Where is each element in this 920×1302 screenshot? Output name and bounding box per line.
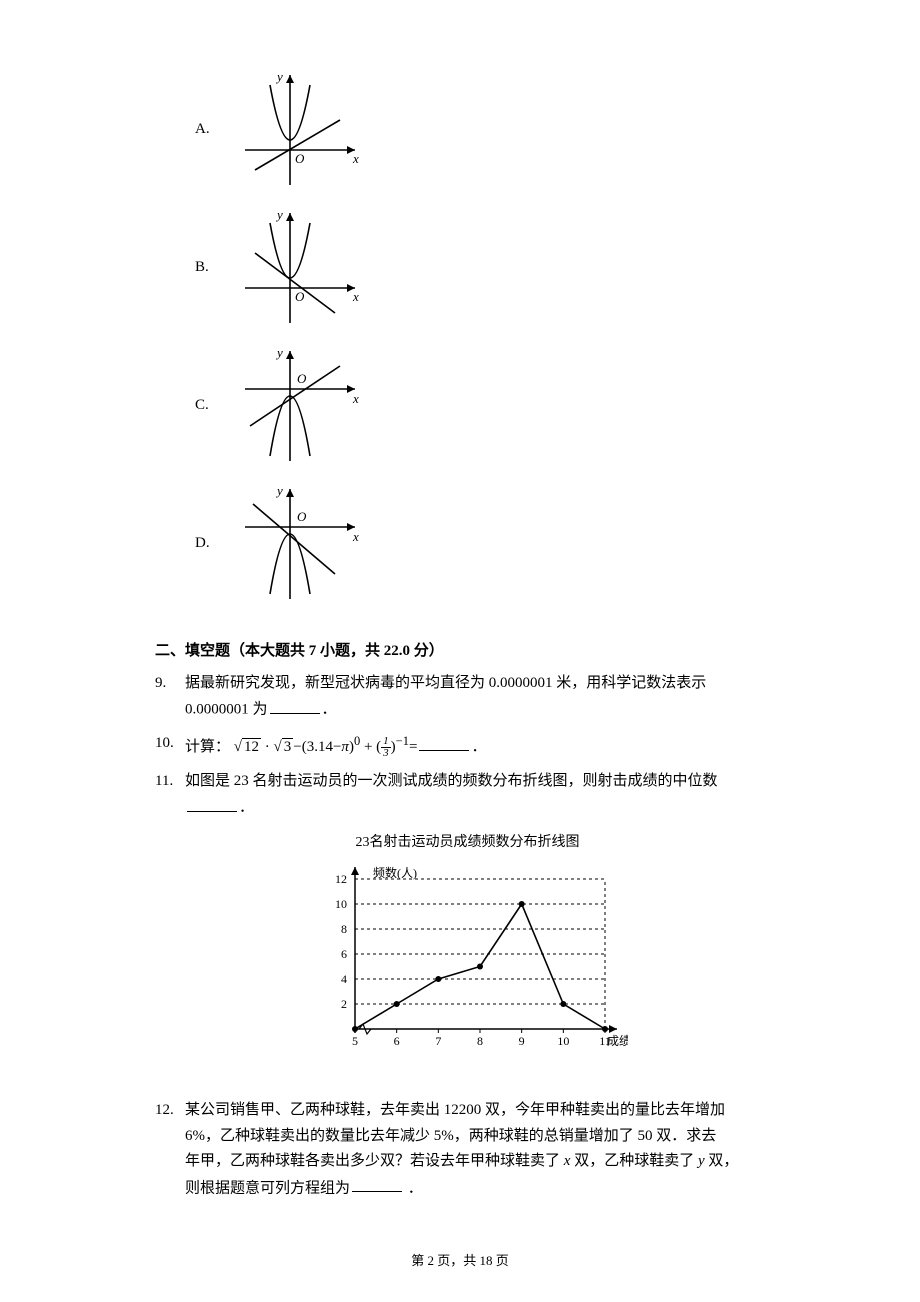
q10-plus: + (	[360, 739, 381, 755]
q10-minus: −	[293, 739, 301, 755]
q10-blank	[419, 734, 469, 752]
chart-title: 23名射击运动员成绩频数分布折线图	[155, 831, 780, 855]
axis-x-label: x	[352, 151, 359, 166]
question-12: 12. 某公司销售甲、乙两种球鞋，去年卖出 12200 双，今年甲种鞋卖出的量比…	[155, 1098, 780, 1202]
origin-label: O	[297, 371, 307, 386]
origin-label: O	[295, 289, 305, 304]
svg-text:5: 5	[352, 1034, 358, 1048]
q12-text-b: 6%，乙种球鞋卖出的数量比去年减少 5%，两种球鞋的总销量增加了 50 双．求去	[185, 1128, 716, 1144]
axis-y-label: y	[275, 69, 283, 84]
q10-sqrt3: 3	[282, 738, 294, 756]
axis-y-label: y	[275, 345, 283, 360]
q12-text-a: 某公司销售甲、乙两种球鞋，去年卖出 12200 双，今年甲种鞋卖出的量比去年增加	[185, 1102, 725, 1118]
q11-num: 11.	[155, 769, 185, 795]
origin-label: O	[295, 151, 305, 166]
option-c-row: C. x y O	[195, 341, 780, 471]
svg-text:频数(人): 频数(人)	[373, 865, 417, 880]
footer-tot: 18	[480, 1253, 493, 1268]
page: A. x y O B. x	[0, 0, 920, 1302]
svg-text:10: 10	[557, 1034, 569, 1048]
option-c-label: C.	[195, 393, 235, 419]
options-block: A. x y O B. x	[195, 65, 780, 609]
axis-x-label: x	[352, 529, 359, 544]
page-footer: 第 2 页，共 18 页	[0, 1250, 920, 1272]
q9-text-b: 0.0000001 为	[185, 702, 268, 718]
svg-text:6: 6	[341, 947, 347, 961]
option-d-row: D. x y O	[195, 479, 780, 609]
q12-num: 12.	[155, 1098, 185, 1124]
footer-a: 第	[411, 1253, 427, 1268]
option-b-label: B.	[195, 255, 235, 281]
svg-text:2: 2	[341, 997, 347, 1011]
q10-num: 10.	[155, 731, 185, 757]
axis-y-label: y	[275, 207, 283, 222]
axis-x-label: x	[352, 289, 359, 304]
option-a-graph: x y O	[235, 65, 365, 195]
option-b-graph: x y O	[235, 203, 365, 333]
q11-text-b: ．	[239, 800, 254, 816]
q9-text-a: 据最新研究发现，新型冠状病毒的平均直径为 0.0000001 米，用科学记数法表…	[185, 675, 706, 691]
q10-body: 计算： √12 · √3−(3.14−π)0 + (13)−1=．	[185, 731, 780, 761]
q10-eq: =	[409, 739, 417, 755]
section-2-title: 二、填空题（本大题共 7 小题，共 22.0 分）	[155, 639, 780, 665]
q11-blank	[187, 794, 237, 812]
question-10: 10. 计算： √12 · √3−(3.14−π)0 + (13)−1=．	[155, 731, 780, 761]
svg-text:7: 7	[435, 1034, 441, 1048]
q12-text-g: ．	[404, 1180, 423, 1196]
svg-text:成绩(环): 成绩(环)	[607, 1034, 628, 1048]
option-d-label: D.	[195, 531, 235, 557]
q10-supneg1: −1	[396, 734, 409, 748]
q10-lead: 计算：	[185, 739, 230, 755]
frequency-line-chart: 24681012567891011频数(人)成绩(环)	[308, 859, 628, 1059]
q10-paren: (3.14−	[302, 739, 342, 755]
q9-text-c: ．	[322, 702, 337, 718]
q10-dot: ·	[265, 739, 270, 755]
svg-text:12: 12	[335, 872, 347, 886]
option-d-graph: x y O	[235, 479, 365, 609]
svg-text:8: 8	[341, 922, 347, 936]
option-c-graph: x y O	[235, 341, 365, 471]
q10-frac-d: 3	[381, 748, 391, 759]
q12-text-f: 则根据题意可列方程组为	[185, 1180, 350, 1196]
footer-c: 页	[493, 1253, 509, 1268]
svg-text:9: 9	[518, 1034, 524, 1048]
axis-x-label: x	[352, 391, 359, 406]
chart-container: 23名射击运动员成绩频数分布折线图 24681012567891011频数(人)…	[155, 831, 780, 1068]
q10-pi: π	[341, 739, 349, 755]
q12-text-c: 年甲，乙两种球鞋各卖出多少双？若设去年甲种球鞋卖了	[185, 1153, 564, 1169]
q12-body: 某公司销售甲、乙两种球鞋，去年卖出 12200 双，今年甲种鞋卖出的量比去年增加…	[185, 1098, 780, 1202]
q10-period: ．	[471, 739, 486, 755]
question-9: 9. 据最新研究发现，新型冠状病毒的平均直径为 0.0000001 米，用科学记…	[155, 671, 780, 724]
footer-b: 页，共	[434, 1253, 480, 1268]
question-11: 11. 如图是 23 名射击运动员的一次测试成绩的频数分布折线图，则射击成绩的中…	[155, 769, 780, 822]
svg-text:6: 6	[393, 1034, 399, 1048]
svg-text:4: 4	[341, 972, 347, 986]
option-a-label: A.	[195, 117, 235, 143]
axis-y-label: y	[275, 483, 283, 498]
q12-var-y: y	[698, 1153, 705, 1169]
q11-text-a: 如图是 23 名射击运动员的一次测试成绩的频数分布折线图，则射击成绩的中位数	[185, 773, 718, 789]
q11-body: 如图是 23 名射击运动员的一次测试成绩的频数分布折线图，则射击成绩的中位数 ．	[185, 769, 780, 822]
q10-sqrt12: 12	[242, 738, 261, 756]
option-b-row: B. x y O	[195, 203, 780, 333]
svg-text:8: 8	[477, 1034, 483, 1048]
q12-text-e: 双，	[705, 1153, 739, 1169]
option-a-row: A. x y O	[195, 65, 780, 195]
svg-text:10: 10	[335, 897, 347, 911]
q12-text-d: 双，乙种球鞋卖了	[570, 1153, 698, 1169]
q9-body: 据最新研究发现，新型冠状病毒的平均直径为 0.0000001 米，用科学记数法表…	[185, 671, 780, 724]
q9-num: 9.	[155, 671, 185, 697]
q12-blank	[352, 1175, 402, 1193]
origin-label: O	[297, 509, 307, 524]
q9-blank	[270, 696, 320, 714]
